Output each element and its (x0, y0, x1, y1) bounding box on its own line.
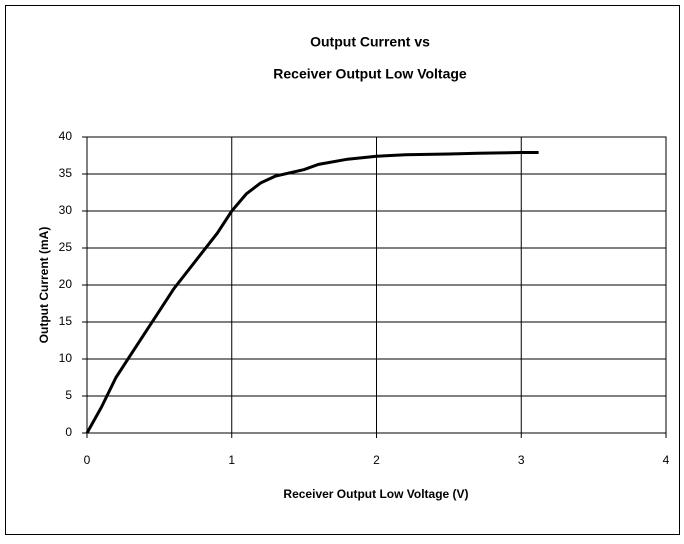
x-tick-label: 1 (228, 453, 235, 467)
y-tick-label: 40 (59, 129, 73, 143)
data-line (85, 151, 539, 434)
y-tick-label: 30 (59, 203, 73, 217)
x-axis-label: Receiver Output Low Voltage (V) (283, 487, 468, 501)
chart-title: Output Current vs (310, 34, 430, 50)
y-tick-label: 0 (65, 425, 72, 439)
x-tick-label: 4 (663, 453, 670, 467)
plot-border (86, 136, 667, 434)
y-tick-label: 35 (59, 166, 73, 180)
x-tick-label: 2 (373, 453, 380, 467)
y-tick-label: 20 (59, 277, 73, 291)
chart-title: Receiver Output Low Voltage (273, 66, 467, 82)
x-tick-label: 0 (84, 453, 91, 467)
y-axis-label: Output Current (mA) (37, 227, 51, 344)
x-tick-label: 3 (518, 453, 525, 467)
y-tick-label: 15 (59, 314, 73, 328)
y-tick-label: 5 (65, 388, 72, 402)
chart-border (5, 5, 680, 535)
y-tick-label: 10 (59, 351, 73, 365)
y-tick-label: 25 (59, 240, 73, 254)
